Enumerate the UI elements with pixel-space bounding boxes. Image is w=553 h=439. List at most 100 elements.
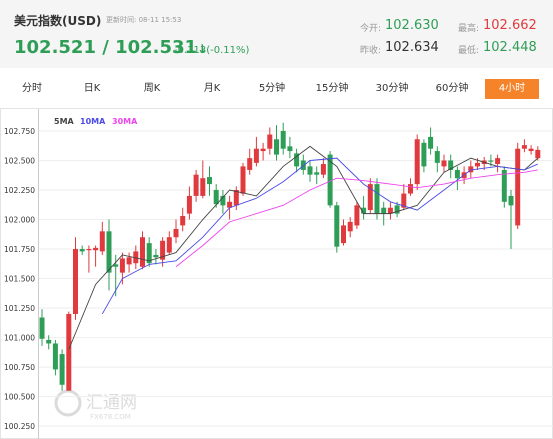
candle-body [394,205,400,214]
watermark-logo [54,389,82,417]
tab[interactable]: 分时 [22,83,42,94]
candle-body [501,169,507,202]
candle-body [475,162,480,167]
tab[interactable]: 60分钟 [435,83,469,94]
candle-body [481,160,487,165]
tab[interactable]: 日K [83,83,101,94]
candle-body [233,190,239,206]
candle-body [253,148,259,163]
candle-body [220,195,226,206]
ma-line [175,169,538,268]
candle-body [320,164,326,175]
candle-body [468,166,474,173]
stat-value: 102.448 [483,40,537,55]
watermark-name: 汇通网 [86,393,137,413]
candle-body [73,249,78,314]
tab[interactable]: 4小时 [485,79,539,99]
y-tick-label: 100.250 [4,422,35,431]
candle-body [227,201,233,208]
y-tick-label: 100.500 [4,393,35,402]
stat-value: 102.630 [385,18,439,33]
candle-body [421,142,427,167]
tab[interactable]: 5分钟 [258,83,286,94]
candle-body [367,184,373,211]
candle-body [66,313,72,391]
candle-body [146,243,152,264]
candle-body [267,134,273,149]
candle-body [186,195,192,214]
y-tick-label: 101.500 [4,275,35,284]
candle-body [387,207,393,214]
candle-body [46,339,52,344]
candle-body [247,158,253,170]
tab[interactable]: 月K [203,83,221,94]
price-value: 102.521 / 102.531 [14,37,198,58]
candle-body [374,184,380,214]
watermark: 汇通网 FX678.COM [54,389,137,421]
candle-body [59,354,65,385]
arrow: ↓ [197,42,208,56]
candle-body [515,148,521,226]
candle-body [408,184,413,194]
candle-body [79,249,85,252]
candle-body [166,237,172,253]
candle-body [160,240,166,260]
candle-body [86,249,92,251]
candle-body [113,264,119,267]
candle-body [434,151,440,163]
candle-body [119,258,125,273]
ma-line [101,157,538,315]
candle-body [294,153,300,167]
candle-body [260,148,266,152]
candle-body [428,136,434,149]
change: -0.113(-0.11%) [174,45,250,56]
candle-body [341,225,346,244]
y-tick-label: 100.750 [4,363,35,372]
candle-body [240,166,246,194]
y-tick-label: 102.000 [4,216,35,225]
candle-body [528,148,534,152]
tab[interactable]: 15分钟 [315,83,349,94]
y-tick-label: 101.750 [4,245,35,254]
price: 102.521 / 102.531↓ [14,37,207,58]
candle-body [207,177,212,185]
stat-label: 最低: [458,46,480,56]
candle-body [307,166,313,175]
candle-body [441,160,447,167]
header: 美元指数(USD) 更新时间: 08-11 15:53 102.521 / 10… [0,0,553,68]
candle-body [521,145,527,149]
candle-body [448,160,454,170]
candle-body [126,257,132,265]
chart-frame [0,108,553,439]
legend-entry: 30MA [112,117,138,126]
candle-body [287,146,293,152]
candle-body [300,160,306,170]
tab[interactable]: 30分钟 [375,83,409,94]
title: 美元指数(USD) [14,14,102,28]
legend-entry: 10MA [80,117,106,126]
candle-body [401,193,407,208]
candle-body [535,149,541,159]
candle-body [93,247,99,251]
candle-body [347,221,353,232]
candle-body [334,205,340,247]
ma-line [68,145,539,350]
candle-body [461,172,467,179]
candle-body [314,172,320,175]
candle-body [454,169,460,179]
candle-body [193,174,199,196]
candle-body [361,207,367,214]
stat-label: 昨收: [360,46,382,56]
candle-body [133,251,139,264]
candle-body [280,130,286,149]
stat-label: 今开: [360,24,382,34]
candle-body [495,158,501,165]
tab[interactable]: 周K [143,83,161,94]
candle-body [488,160,494,162]
y-tick-label: 102.500 [4,156,35,165]
candle-body [213,190,219,205]
candle-body [39,317,45,339]
candle-body [153,254,159,258]
stat-label: 最高: [458,24,480,34]
